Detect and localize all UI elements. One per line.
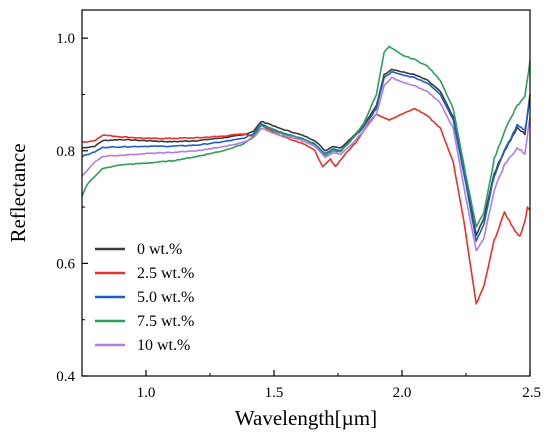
series-line-0 bbox=[81, 68, 531, 237]
legend-label: 7.5 wt.% bbox=[137, 313, 194, 330]
series-line-3 bbox=[81, 45, 531, 228]
x-tick-label: 1.5 bbox=[265, 385, 284, 401]
legend: 0 wt.% 2.5 wt.% 5.0 wt.% 7.5 wt.% 10 wt.% bbox=[95, 241, 194, 354]
x-tick-label: 2.0 bbox=[393, 385, 412, 401]
legend-label: 0 wt.% bbox=[137, 241, 182, 258]
legend-label: 10 wt.% bbox=[137, 337, 190, 354]
plot-frame bbox=[81, 9, 531, 377]
y-tick-label: 0.6 bbox=[56, 256, 75, 272]
legend-label: 5.0 wt.% bbox=[137, 289, 194, 306]
x-axis-title: Wavelength[µm] bbox=[235, 406, 377, 430]
legend-label: 2.5 wt.% bbox=[137, 265, 194, 282]
y-tick-label: 0.4 bbox=[56, 369, 75, 385]
y-tick-label: 0.8 bbox=[56, 144, 75, 160]
y-axis-title: Reflectance bbox=[6, 143, 30, 242]
axis-ticks: 1.0 1.5 2.0 2.5 0.4 0.6 0.8 1.0 bbox=[56, 31, 541, 401]
series-line-1 bbox=[81, 107, 531, 305]
series-lines bbox=[81, 45, 531, 305]
x-tick-label: 2.5 bbox=[522, 385, 541, 401]
series-line-4 bbox=[81, 76, 531, 252]
x-tick-label: 1.0 bbox=[137, 385, 156, 401]
y-tick-label: 1.0 bbox=[56, 31, 75, 47]
